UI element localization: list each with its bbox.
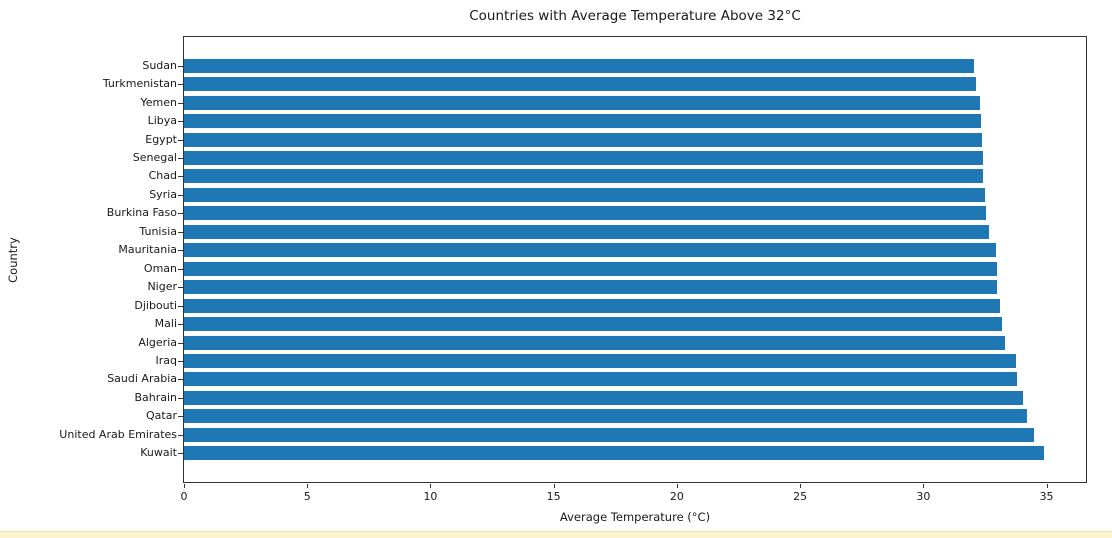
ytick-mark-kuwait [178,453,183,455]
ytick-label-chad: Chad [148,169,177,183]
ytick-mark-egypt [178,139,183,141]
ytick-label-kuwait: Kuwait [140,446,177,460]
bar-saudi-arabia [184,372,1017,387]
xtick-label-10: 10 [423,490,438,503]
ytick-mark-libya [178,121,183,123]
bar-niger [184,280,998,295]
ytick-label-turkmenistan: Turkmenistan [102,77,177,91]
ytick-label-sudan: Sudan [142,58,177,72]
xtick-mark-15 [553,484,555,488]
bar-yemen [184,95,981,110]
ytick-mark-united-arab-emirates [178,434,183,436]
ytick-label-saudi-arabia: Saudi Arabia [107,372,177,386]
ytick-label-niger: Niger [147,280,177,294]
bar-tunisia [184,224,990,239]
ytick-mark-djibouti [178,305,183,307]
bar-djibouti [184,298,1000,313]
ytick-label-syria: Syria [149,187,177,201]
ytick-mark-oman [178,268,183,270]
bar-mali [184,317,1003,332]
xtick-mark-20 [676,484,678,488]
bar-syria [184,187,985,202]
ytick-mark-yemen [178,102,183,104]
ytick-label-mauritania: Mauritania [118,243,177,257]
bar-bahrain [184,390,1023,405]
ytick-mark-iraq [178,361,183,362]
ytick-label-bahrain: Bahrain [134,390,177,404]
ytick-label-yemen: Yemen [140,95,177,109]
ytick-mark-niger [178,287,183,289]
ytick-label-egypt: Egypt [145,132,177,146]
chart-title: Countries with Average Temperature Above… [469,8,801,24]
ytick-label-iraq: Iraq [155,354,178,367]
bar-qatar [184,409,1027,424]
ytick-mark-syria [178,194,183,196]
ytick-mark-bahrain [178,397,183,399]
bar-mauritania [184,243,997,258]
plot-area [183,36,1087,483]
ytick-label-burkina-faso: Burkina Faso [106,206,177,220]
xtick-label-35: 35 [1039,490,1054,503]
xtick-label-20: 20 [669,490,684,503]
bar-iraq [184,354,1017,368]
ytick-mark-sudan [178,65,183,67]
ytick-mark-qatar [178,416,183,418]
ytick-mark-mauritania [178,250,183,252]
bar-kuwait [184,446,1045,461]
bar-burkina-faso [184,206,987,221]
ytick-mark-algeria [178,342,183,344]
ytick-label-algeria: Algeria [138,335,177,349]
bar-libya [184,114,982,129]
bar-chad [184,169,984,184]
ytick-mark-turkmenistan [178,84,183,86]
bar-turkmenistan [184,77,977,92]
bar-senegal [184,150,983,165]
ytick-mark-tunisia [178,231,183,233]
xtick-label-25: 25 [793,490,808,503]
bar-algeria [184,335,1006,350]
bar-sudan [184,58,974,73]
xtick-label-0: 0 [180,490,188,503]
xtick-label-30: 30 [916,490,931,503]
ytick-label-united-arab-emirates: United Arab Emirates [59,427,177,441]
ytick-mark-burkina-faso [178,213,183,215]
x-axis-label: Average Temperature (°C) [559,510,711,524]
ytick-mark-senegal [178,157,183,159]
xtick-mark-25 [800,484,802,488]
xtick-label-5: 5 [303,490,311,503]
xtick-mark-0 [184,484,185,488]
ytick-mark-chad [178,176,183,178]
ytick-label-libya: Libya [147,114,177,128]
ytick-label-tunisia: Tunisia [139,224,177,238]
ytick-label-mali: Mali [154,317,177,331]
bar-egypt [184,132,983,147]
bar-oman [184,261,998,276]
ytick-mark-saudi-arabia [178,379,183,381]
ytick-label-qatar: Qatar [146,409,177,423]
ytick-label-senegal: Senegal [132,150,177,164]
ytick-label-djibouti: Djibouti [134,298,177,312]
bar-united-arab-emirates [184,427,1035,442]
ytick-label-oman: Oman [143,261,177,275]
ytick-mark-mali [178,324,183,326]
xtick-mark-10 [430,484,432,488]
xtick-label-15: 15 [546,490,561,503]
xtick-mark-35 [1046,484,1048,488]
xtick-mark-30 [923,484,925,488]
xtick-mark-5 [307,484,309,488]
bottom-strip [0,531,1112,538]
